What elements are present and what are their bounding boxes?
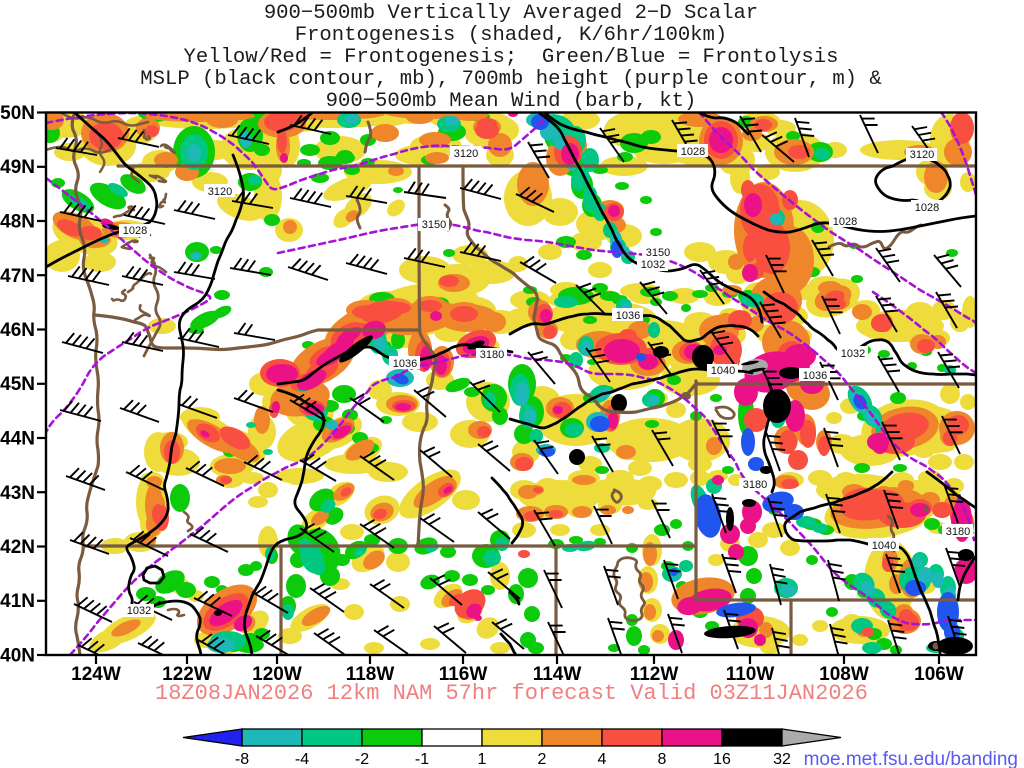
svg-text:3180: 3180	[946, 526, 970, 538]
svg-text:47N: 47N	[0, 266, 35, 287]
svg-text:116W: 116W	[439, 664, 488, 685]
svg-text:114W: 114W	[533, 664, 582, 685]
svg-text:3180: 3180	[743, 479, 767, 491]
svg-text:110W: 110W	[726, 664, 775, 685]
svg-text:45N: 45N	[0, 374, 35, 395]
svg-text:1040: 1040	[711, 365, 735, 377]
svg-text:3150: 3150	[646, 247, 670, 259]
svg-text:3120: 3120	[910, 149, 934, 161]
svg-text:1028: 1028	[833, 216, 857, 228]
svg-text:1036: 1036	[803, 370, 827, 382]
svg-text:1: 1	[478, 751, 487, 768]
svg-text:46N: 46N	[0, 320, 35, 341]
svg-text:120W: 120W	[252, 664, 302, 685]
svg-text:2: 2	[538, 751, 547, 768]
svg-text:1040: 1040	[872, 540, 896, 552]
svg-text:3150: 3150	[422, 219, 446, 231]
svg-text:42N: 42N	[0, 537, 35, 558]
svg-text:-8: -8	[235, 751, 249, 768]
svg-text:3180: 3180	[480, 349, 504, 361]
svg-text:41N: 41N	[0, 591, 35, 612]
svg-text:1028: 1028	[681, 146, 705, 158]
svg-text:1032: 1032	[641, 259, 665, 271]
svg-text:106W: 106W	[914, 664, 964, 685]
svg-text:1028: 1028	[915, 202, 939, 214]
svg-text:112W: 112W	[630, 664, 679, 685]
svg-text:1028: 1028	[123, 225, 147, 237]
svg-text:50N: 50N	[0, 103, 35, 124]
svg-text:43N: 43N	[0, 483, 35, 504]
svg-text:3120: 3120	[208, 186, 232, 198]
svg-text:32: 32	[773, 751, 791, 768]
svg-text:1036: 1036	[393, 358, 417, 370]
svg-text:48N: 48N	[0, 212, 35, 233]
svg-text:8: 8	[658, 751, 667, 768]
svg-text:-1: -1	[415, 751, 429, 768]
svg-text:1036: 1036	[616, 310, 640, 322]
svg-text:4: 4	[598, 751, 607, 768]
svg-text:-2: -2	[355, 751, 369, 768]
svg-text:49N: 49N	[0, 157, 35, 178]
svg-text:1032: 1032	[127, 605, 151, 617]
svg-text:16: 16	[713, 751, 731, 768]
svg-text:44N: 44N	[0, 429, 35, 450]
svg-text:1032: 1032	[841, 348, 865, 360]
svg-text:-4: -4	[295, 751, 309, 768]
svg-text:40N: 40N	[0, 646, 35, 667]
svg-text:124W: 124W	[71, 664, 121, 685]
svg-text:3120: 3120	[454, 148, 478, 160]
svg-text:122W: 122W	[162, 664, 212, 685]
svg-text:118W: 118W	[346, 664, 395, 685]
svg-text:108W: 108W	[819, 664, 869, 685]
